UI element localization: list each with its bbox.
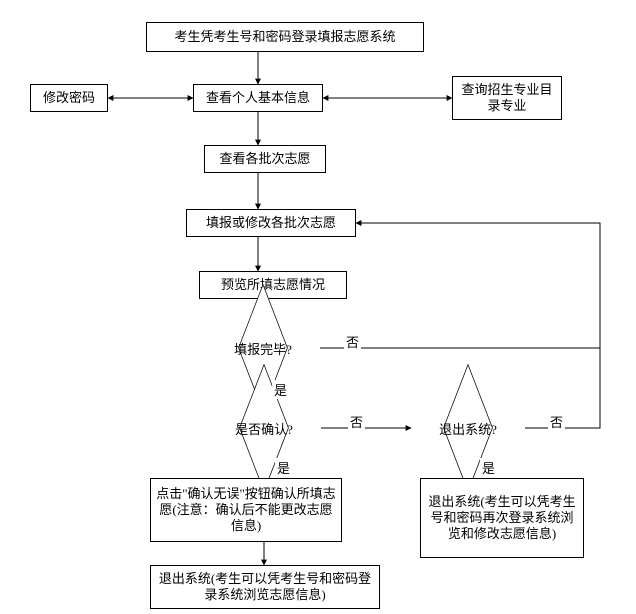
node-label: 填报完毕? [234, 339, 292, 358]
node-label: 退出系统? [439, 419, 497, 438]
node-label: 查看个人基本信息 [206, 90, 310, 106]
node-n5: 查看各批次志愿 [204, 145, 326, 173]
node-d3: 退出系统? [411, 406, 525, 450]
flowchart-canvas: 考生凭考生号和密码登录填报志愿系统查看个人基本信息 修改密码 查询招生专业目录专业查… [0, 0, 636, 614]
node-label: 退出系统(考生可以凭考生号和密码再次登录系统浏览和修改志愿信息) [425, 494, 579, 543]
edge-e9 [320, 223, 600, 348]
node-n8: 点击"确认无误"按钮确认所填志愿(注意：确认后不能更改志愿信息) [150, 478, 342, 542]
node-d2: 是否确认? [207, 406, 321, 450]
node-n6: 填报或修改各批次志愿 [186, 209, 356, 237]
node-label: 预览所填志愿情况 [221, 277, 325, 293]
node-n3: 修改密码 [30, 84, 108, 112]
node-n9: 退出系统(考生可以凭考生号和密码再次登录系统浏览和修改志愿信息) [420, 478, 584, 558]
edge-label-e11: 否 [348, 412, 365, 431]
edge-label-e8: 是 [272, 380, 289, 399]
node-label: 考生凭考生号和密码登录填报志愿系统 [174, 29, 395, 45]
node-n1: 考生凭考生号和密码登录填报志愿系统 [146, 22, 424, 52]
node-label: 填报或修改各批次志愿 [206, 215, 336, 231]
edge-label-e9: 否 [344, 332, 361, 351]
edge-label-e13: 是 [480, 458, 497, 477]
node-n4: 查询招生专业目录专业 [452, 76, 562, 120]
node-label: 查看各批次志愿 [219, 151, 310, 167]
node-n2: 查看个人基本信息 [193, 84, 323, 112]
node-label: 查询招生专业目录专业 [457, 82, 557, 115]
node-n7: 预览所填志愿情况 [199, 271, 347, 299]
edge-label-e12: 否 [548, 412, 565, 431]
node-label: 点击"确认无误"按钮确认所填志愿(注意：确认后不能更改志愿信息) [155, 486, 337, 535]
edge-label-e10: 是 [275, 458, 292, 477]
edge-e12 [525, 223, 600, 428]
node-label: 修改密码 [43, 90, 95, 106]
node-label: 退出系统(考生可以凭考生号和密码登录系统浏览志愿信息) [155, 571, 375, 604]
node-label: 是否确认? [235, 419, 293, 438]
node-n10: 退出系统(考生可以凭考生号和密码登录系统浏览志愿信息) [150, 565, 380, 609]
